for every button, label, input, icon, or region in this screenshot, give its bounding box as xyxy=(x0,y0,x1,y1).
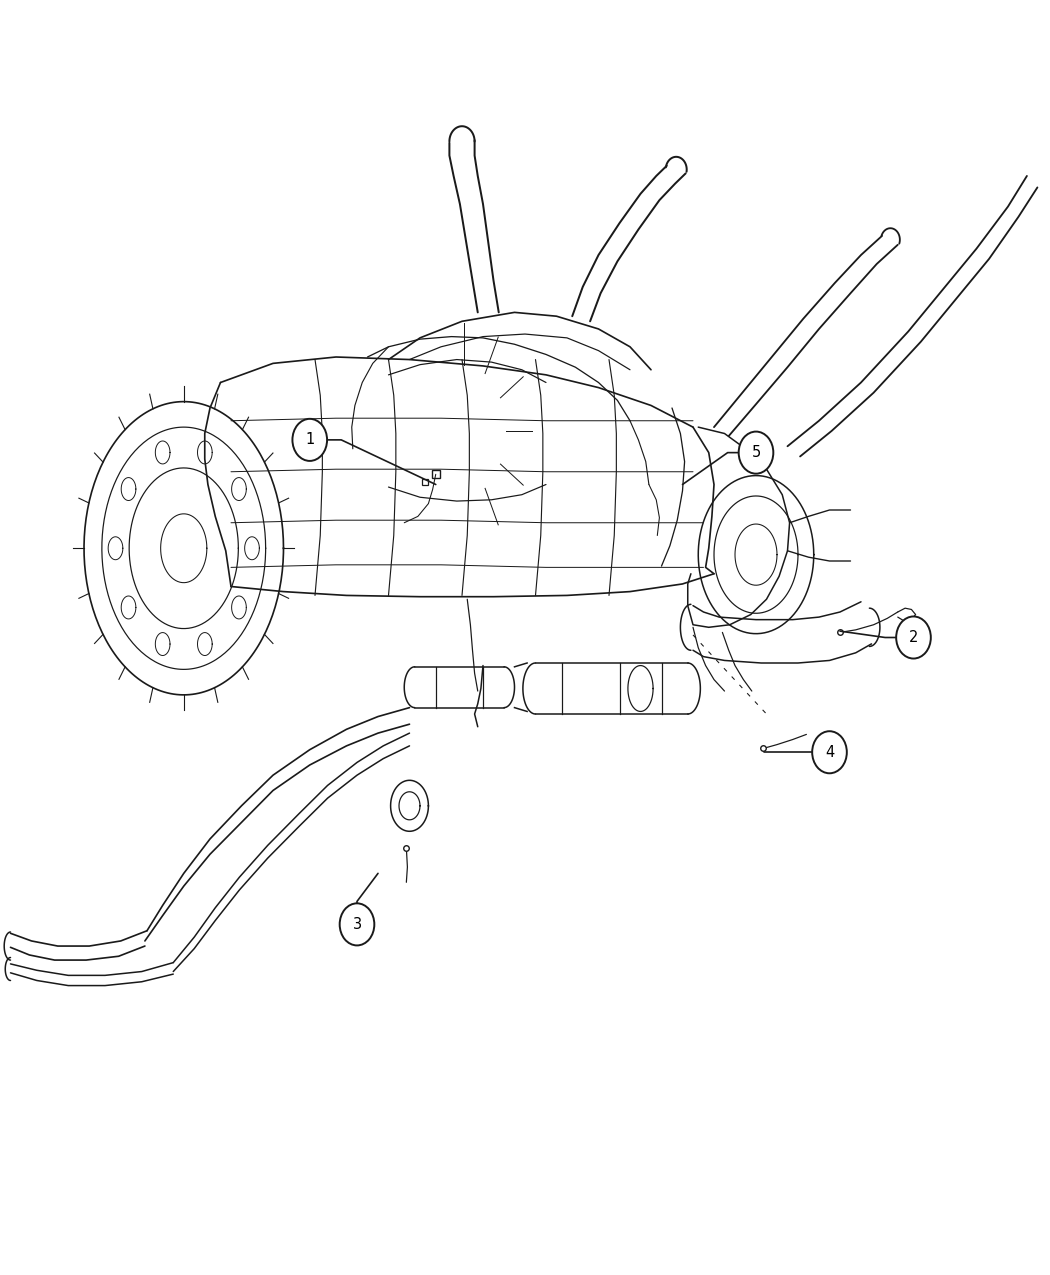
Circle shape xyxy=(896,617,931,658)
Circle shape xyxy=(292,418,328,462)
Text: 5: 5 xyxy=(752,445,760,460)
Text: 1: 1 xyxy=(306,432,314,448)
Text: 4: 4 xyxy=(825,745,834,760)
Text: 2: 2 xyxy=(909,630,918,645)
Circle shape xyxy=(738,431,773,474)
Text: 3: 3 xyxy=(353,917,361,932)
Circle shape xyxy=(813,732,846,773)
Circle shape xyxy=(339,903,374,946)
